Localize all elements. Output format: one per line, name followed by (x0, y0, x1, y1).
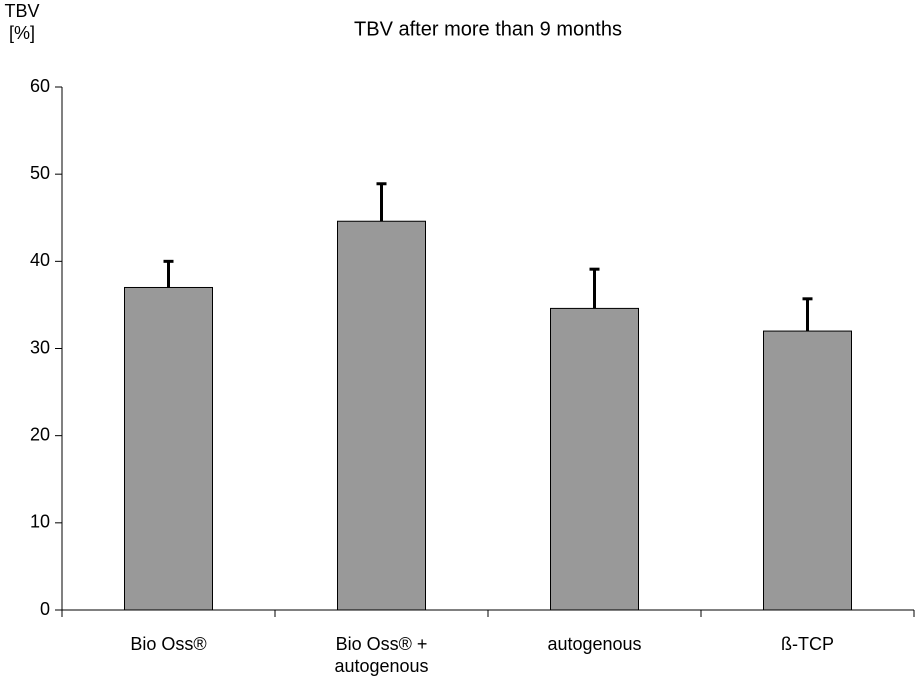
x-tick-label: Bio Oss® (130, 634, 207, 654)
y-tick-label: 20 (30, 424, 50, 444)
y-axis-label: TBV [%] (4, 1, 40, 43)
bar (763, 330, 852, 611)
bar (550, 307, 639, 611)
bar (124, 286, 213, 611)
y-tick-label: 0 (40, 599, 50, 619)
y-tick-label: 40 (30, 250, 50, 270)
y-tick-label: 10 (30, 512, 50, 532)
y-tick-label: 50 (30, 163, 50, 183)
x-tick-label: ß-TCP (781, 634, 834, 654)
y-tick-label: 60 (30, 76, 50, 96)
error-bar (376, 182, 387, 222)
x-tick-label: autogenous (547, 634, 642, 654)
chart-title: TBV after more than 9 months (354, 18, 622, 40)
error-bar (589, 267, 600, 309)
bar (337, 220, 426, 611)
error-bar (802, 297, 813, 332)
error-bar (163, 259, 174, 288)
x-tick-label: Bio Oss® + autogenous (334, 634, 429, 676)
y-tick-label: 30 (30, 337, 50, 357)
